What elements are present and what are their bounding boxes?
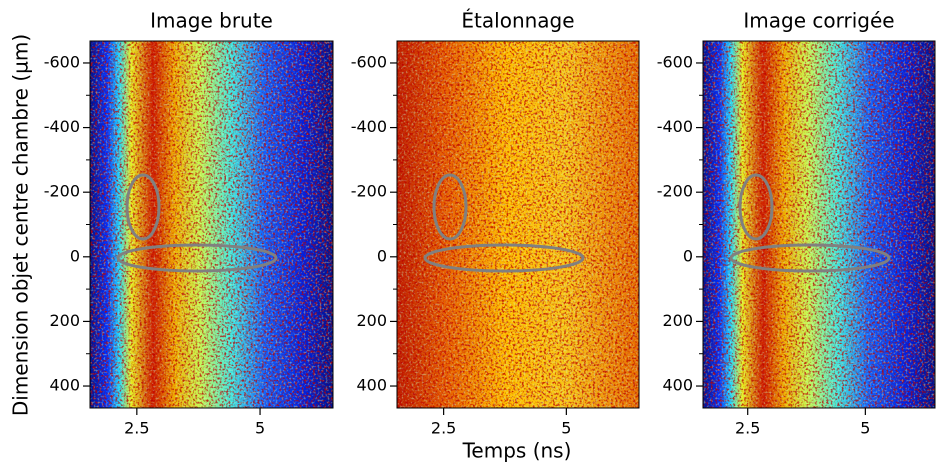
panel-title: Étalonnage [461,9,574,33]
annotation-ellipse [423,243,585,273]
annotation-ellipse [116,243,278,273]
y-tick-label: 200 [662,311,693,330]
x-tick-label: 5 [561,419,571,438]
y-tick-label: 0 [377,246,387,265]
y-tick-label: -600 [351,52,387,71]
image-noise [703,41,935,408]
annotation-ellipse [738,173,774,241]
y-tick-label: 0 [683,246,693,265]
y-tick-label: 400 [356,376,387,395]
y-tick-label: -400 [351,117,387,136]
y-tick-label: 400 [662,376,693,395]
y-tick-label: -600 [44,52,80,71]
y-tick-label: 0 [70,246,80,265]
y-tick-label: 400 [49,376,80,395]
annotation-ellipse [432,173,468,241]
image-noise [90,41,333,408]
y-tick-label: -200 [351,182,387,201]
x-tick-label: 5 [860,419,870,438]
y-tick-label: -600 [657,52,693,71]
image-noise [397,41,639,408]
annotation-ellipse [125,173,161,241]
x-tick-label: 2.5 [735,419,760,438]
y-tick-label: -400 [657,117,693,136]
x-tick-label: 2.5 [431,419,456,438]
panel-title: Image corrigée [743,9,894,33]
y-tick-label: 200 [356,311,387,330]
x-tick-label: 2.5 [124,419,149,438]
annotation-ellipse [729,243,891,273]
x-axis-label: Temps (ns) [462,439,572,463]
y-axis-label: Dimension objet centre chambre (µm) [9,34,33,416]
y-tick-label: -200 [657,182,693,201]
x-tick-label: 5 [255,419,265,438]
y-tick-label: 200 [49,311,80,330]
y-tick-label: -400 [44,117,80,136]
panel-title: Image brute [150,9,273,33]
y-tick-label: -200 [44,182,80,201]
